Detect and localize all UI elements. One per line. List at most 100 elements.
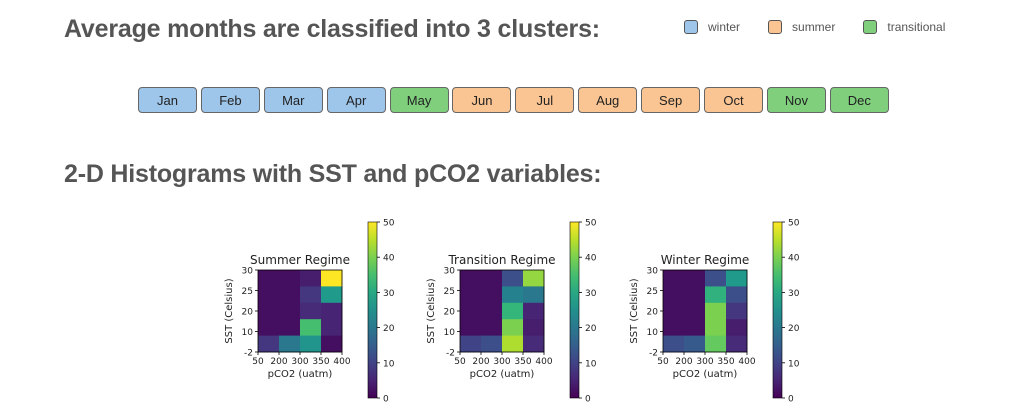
month-button-feb[interactable]: Feb (200, 87, 260, 113)
heatmap-cell (300, 335, 322, 353)
colorbar-tick-label: 50 (585, 219, 597, 229)
month-button-jul[interactable]: Jul (515, 87, 575, 113)
heatmap-cell (663, 270, 685, 287)
chart-title: Summer Regime (250, 253, 350, 267)
colorbar-tick-label: 50 (788, 219, 800, 229)
x-axis-label: pCO2 (uatm) (470, 369, 535, 380)
heatmap-cell (523, 335, 545, 353)
y-tick-label: 25 (444, 287, 455, 297)
heatmap-cell (279, 286, 301, 304)
heatmap-cell (684, 335, 706, 353)
x-axis-label: pCO2 (uatm) (673, 369, 738, 380)
colorbar-tick-label: 0 (788, 395, 794, 405)
x-tick-label: 200 (270, 357, 287, 367)
heatmap-cell (460, 270, 482, 287)
month-button-oct[interactable]: Oct (704, 87, 764, 113)
heatmap-cell (705, 286, 727, 304)
y-axis-label: SST (Celsius) (629, 278, 640, 343)
colorbar-tick-label: 20 (383, 324, 395, 334)
heatmap-cell (279, 270, 301, 287)
y-tick-label: 30 (444, 267, 456, 277)
x-tick-label: 200 (472, 357, 489, 367)
x-tick-label: 400 (535, 357, 552, 367)
legend-swatch-transitional (863, 20, 878, 34)
y-tick-label: 10 (647, 328, 659, 338)
x-tick-label: 50 (454, 357, 466, 367)
month-button-jun[interactable]: Jun (452, 87, 512, 113)
x-tick-label: 50 (657, 357, 669, 367)
heatmap-cell (726, 270, 748, 287)
heatmap-cell (481, 270, 503, 287)
y-axis-label: SST (Celsius) (426, 278, 437, 343)
colorbar-tick-label: 30 (383, 289, 395, 299)
colorbar-tick-label: 40 (383, 254, 395, 264)
x-tick-label: 400 (738, 357, 755, 367)
y-tick-label: -2 (649, 349, 658, 359)
month-button-jan[interactable]: Jan (138, 87, 197, 113)
month-button-nov[interactable]: Nov (766, 87, 826, 113)
y-axis-label: SST (Celsius) (224, 278, 235, 343)
x-tick-label: 350 (312, 357, 329, 367)
heatmap-cell (321, 319, 343, 336)
heatmap-cell (481, 319, 503, 336)
month-button-may[interactable]: May (389, 87, 449, 113)
heatmap-cell (481, 286, 503, 304)
heatmap-cell (705, 302, 727, 320)
colorbar-tick-label: 30 (585, 289, 597, 299)
y-tick-label: 25 (242, 287, 253, 297)
y-tick-label: 20 (444, 308, 456, 318)
y-tick-label: -2 (446, 349, 455, 359)
x-tick-label: 400 (333, 357, 350, 367)
y-tick-label: 10 (242, 328, 254, 338)
month-button-aug[interactable]: Aug (578, 87, 638, 113)
heatmap-cell (258, 302, 280, 320)
heatmap-cell (279, 302, 301, 320)
x-tick-label: 200 (675, 357, 692, 367)
chart-title: Winter Regime (661, 253, 750, 267)
legend-label-summer: summer (792, 20, 836, 34)
heatmap-cell (321, 302, 343, 320)
heatmap-cell (705, 270, 727, 287)
y-tick-label: 10 (444, 328, 456, 338)
month-button-dec[interactable]: Dec (829, 87, 889, 113)
month-button-mar[interactable]: Mar (263, 87, 323, 113)
cluster-legend: winter summer transitional (684, 20, 973, 34)
heatmap-cell (300, 302, 322, 320)
heatmap-cell (705, 319, 727, 336)
x-axis-label: pCO2 (uatm) (268, 369, 333, 380)
heatmap-cell (523, 302, 545, 320)
heatmap-cell (481, 302, 503, 320)
y-tick-label: 20 (242, 308, 254, 318)
heatmap-cell (460, 319, 482, 336)
heatmap-cell (502, 319, 524, 336)
heatmap-cell (726, 286, 748, 304)
heatmap-cell (258, 335, 280, 353)
heatmap-cell (300, 319, 322, 336)
month-button-apr[interactable]: Apr (326, 87, 386, 113)
heatmap-cell (460, 335, 482, 353)
heatmap-cell (279, 335, 301, 353)
heatmap-cell (502, 270, 524, 287)
month-button-sep[interactable]: Sep (641, 87, 701, 113)
heatmap-cell (523, 319, 545, 336)
y-tick-label: 30 (647, 267, 659, 277)
heatmap-cell (258, 319, 280, 336)
heatmap-cell (726, 335, 748, 353)
histograms-heading: 2-D Histograms with SST and pCO2 variabl… (64, 160, 602, 188)
colorbar-tick-label: 40 (788, 254, 800, 264)
x-tick-label: 50 (252, 357, 264, 367)
x-tick-label: 350 (717, 357, 734, 367)
heatmap-cell (663, 319, 685, 336)
heatmap-cell (726, 302, 748, 320)
legend-swatch-summer (768, 20, 783, 34)
clusters-heading: Average months are classified into 3 clu… (64, 15, 600, 43)
heatmap-cell (321, 270, 343, 287)
colorbar-tick-label: 30 (788, 289, 800, 299)
heatmap-cell (523, 286, 545, 304)
colorbar-tick-label: 40 (585, 254, 597, 264)
heatmap-cell (460, 286, 482, 304)
colorbar (772, 221, 783, 399)
chart-title: Transition Regime (447, 253, 555, 267)
